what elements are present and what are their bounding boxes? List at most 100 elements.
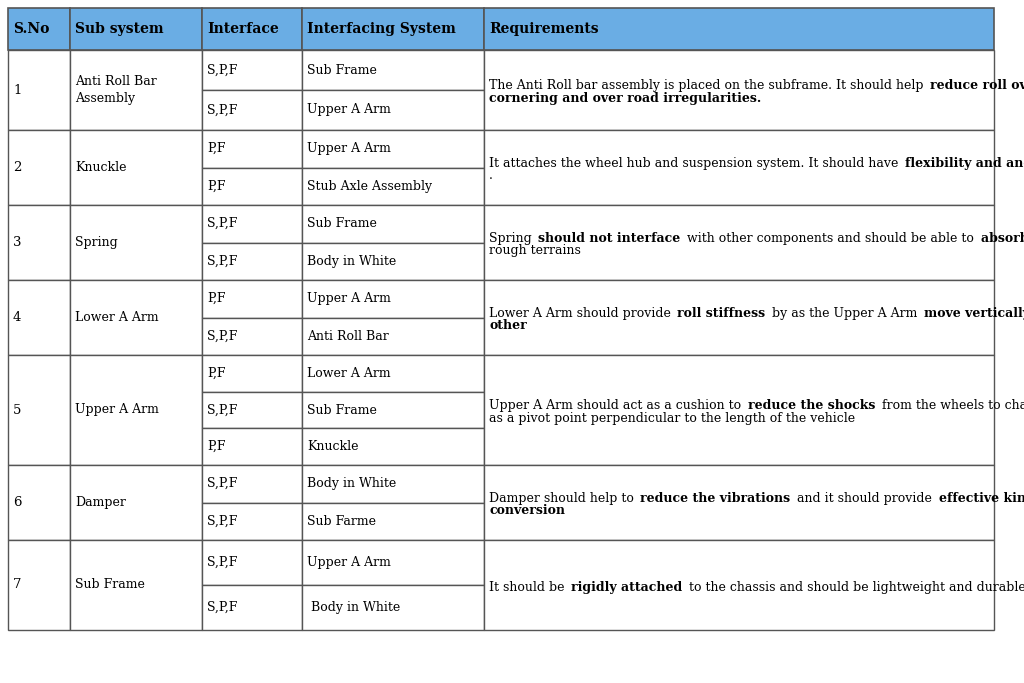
Bar xyxy=(8,355,70,465)
Text: Spring: Spring xyxy=(489,232,536,245)
Text: Damper should help to: Damper should help to xyxy=(489,492,638,505)
Bar xyxy=(70,280,202,355)
Text: Sub Frame: Sub Frame xyxy=(307,404,377,417)
Text: S,P,F: S,P,F xyxy=(207,217,238,230)
Text: reduce the vibrations: reduce the vibrations xyxy=(640,492,795,505)
Text: to the chassis and should be lightweight and durable.: to the chassis and should be lightweight… xyxy=(689,581,1024,594)
Bar xyxy=(202,428,302,465)
Text: P,F: P,F xyxy=(207,142,225,155)
Bar xyxy=(302,8,484,50)
Bar xyxy=(302,428,484,465)
Text: Requirements: Requirements xyxy=(489,22,599,36)
Text: as a pivot point perpendicular to the length of the vehicle: as a pivot point perpendicular to the le… xyxy=(489,412,855,425)
Text: The Anti Roll bar assembly is placed on the subframe. It should help: The Anti Roll bar assembly is placed on … xyxy=(489,79,928,92)
Text: It attaches the wheel hub and suspension system. It should have: It attaches the wheel hub and suspension… xyxy=(489,156,902,169)
Bar xyxy=(8,280,70,355)
Text: Lower A Arm: Lower A Arm xyxy=(307,367,390,380)
Text: Upper A Arm: Upper A Arm xyxy=(307,292,391,305)
Text: 5: 5 xyxy=(13,404,22,417)
Text: 3: 3 xyxy=(13,236,22,249)
Bar xyxy=(202,540,302,585)
Text: cornering and over road irregularities.: cornering and over road irregularities. xyxy=(489,92,761,105)
Bar xyxy=(484,280,994,355)
Text: P,F: P,F xyxy=(207,440,225,453)
Text: P,F: P,F xyxy=(207,292,225,305)
Text: S,P,F: S,P,F xyxy=(207,515,238,528)
Bar xyxy=(202,391,302,428)
Text: Body in White: Body in White xyxy=(307,601,400,614)
Bar xyxy=(302,503,484,540)
Bar xyxy=(302,465,484,503)
Bar xyxy=(8,540,70,630)
Text: S,P,F: S,P,F xyxy=(207,477,238,490)
Text: Upper A Arm: Upper A Arm xyxy=(307,104,391,117)
Bar xyxy=(202,465,302,503)
Text: Spring: Spring xyxy=(75,236,118,249)
Bar xyxy=(202,355,302,391)
Text: Upper A Arm should act as a cushion to: Upper A Arm should act as a cushion to xyxy=(489,399,745,412)
Text: with other components and should be able to: with other components and should be able… xyxy=(687,232,978,245)
Text: rigidly attached: rigidly attached xyxy=(571,581,686,594)
Text: S,P,F: S,P,F xyxy=(207,104,238,117)
Text: 4: 4 xyxy=(13,311,22,324)
Bar xyxy=(302,318,484,355)
Text: It should be: It should be xyxy=(489,581,568,594)
Text: rough terrains: rough terrains xyxy=(489,245,581,257)
Text: Interfacing System: Interfacing System xyxy=(307,22,456,36)
Text: Upper A Arm: Upper A Arm xyxy=(75,404,159,417)
Bar xyxy=(202,8,302,50)
Bar xyxy=(302,205,484,242)
Bar xyxy=(202,130,302,167)
Bar xyxy=(484,540,994,630)
Text: Anti Roll Bar
Assembly: Anti Roll Bar Assembly xyxy=(75,75,157,104)
Bar xyxy=(202,318,302,355)
Text: S.No: S.No xyxy=(13,22,49,36)
Text: S,P,F: S,P,F xyxy=(207,64,238,76)
Text: other: other xyxy=(489,320,526,333)
Bar xyxy=(70,130,202,205)
Text: 2: 2 xyxy=(13,161,22,174)
Text: P,F: P,F xyxy=(207,180,225,193)
Bar xyxy=(8,8,70,50)
Text: P,F: P,F xyxy=(207,367,225,380)
Text: Interface: Interface xyxy=(207,22,279,36)
Bar xyxy=(202,242,302,280)
Text: S,P,F: S,P,F xyxy=(207,255,238,268)
Bar xyxy=(484,205,994,280)
Bar xyxy=(484,50,994,130)
Bar xyxy=(202,90,302,130)
Text: 6: 6 xyxy=(13,496,22,509)
Bar xyxy=(202,50,302,90)
Text: Upper A Arm: Upper A Arm xyxy=(307,142,391,155)
Text: Damper: Damper xyxy=(75,496,126,509)
Text: 7: 7 xyxy=(13,579,22,591)
Bar xyxy=(8,130,70,205)
Text: Lower A Arm: Lower A Arm xyxy=(75,311,159,324)
Bar xyxy=(302,355,484,391)
Text: reduce roll over: reduce roll over xyxy=(930,79,1024,92)
Text: conversion: conversion xyxy=(489,505,565,518)
Bar xyxy=(8,465,70,540)
Text: Knuckle: Knuckle xyxy=(75,161,127,174)
Bar xyxy=(302,90,484,130)
Text: flexibility and angular movement: flexibility and angular movement xyxy=(905,156,1024,169)
Text: absorb the impacts: absorb the impacts xyxy=(981,232,1024,245)
Text: .: . xyxy=(489,169,493,182)
Bar xyxy=(302,540,484,585)
Bar xyxy=(302,167,484,205)
Bar xyxy=(8,50,70,130)
Text: Sub Frame: Sub Frame xyxy=(307,217,377,230)
Bar xyxy=(302,242,484,280)
Text: S,P,F: S,P,F xyxy=(207,404,238,417)
Text: roll stiffness: roll stiffness xyxy=(677,307,770,320)
Text: Sub Farme: Sub Farme xyxy=(307,515,376,528)
Bar xyxy=(302,280,484,318)
Bar xyxy=(202,585,302,630)
Bar xyxy=(202,280,302,318)
Text: Stub Axle Assembly: Stub Axle Assembly xyxy=(307,180,432,193)
Bar xyxy=(302,130,484,167)
Text: Sub Frame: Sub Frame xyxy=(75,579,144,591)
Bar xyxy=(70,355,202,465)
Text: Body in White: Body in White xyxy=(307,477,396,490)
Bar xyxy=(302,585,484,630)
